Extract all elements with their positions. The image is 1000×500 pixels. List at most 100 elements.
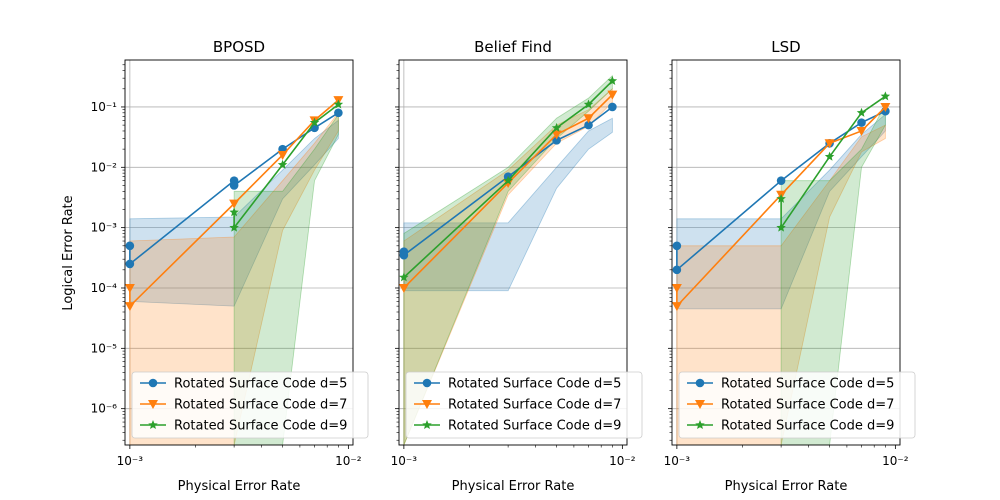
chart-title: Belief Find	[474, 38, 552, 56]
chart-panel-2: 10⁻³ 10⁻² Belief Find Physical Error Rate Ro…	[391, 38, 643, 494]
data-point	[399, 250, 409, 260]
data-point	[880, 102, 891, 112]
data-point	[776, 222, 786, 232]
data-point	[583, 114, 594, 124]
data-point	[551, 130, 562, 140]
x-tick-label: 10⁻³	[664, 454, 691, 468]
data-point	[399, 283, 409, 293]
data-point	[334, 108, 343, 118]
axes-frame	[124, 59, 354, 446]
legend-label: Rotated Surface Code d=5	[721, 377, 894, 392]
legend-label: Rotated Surface Code d=7	[448, 398, 621, 413]
data-point	[583, 99, 594, 109]
data-point	[333, 99, 344, 109]
data-point	[399, 272, 409, 282]
data-point	[607, 90, 618, 100]
confidence-band	[403, 74, 613, 445]
legend: Rotated Surface Code d=5 Rotated Surface …	[131, 371, 369, 439]
legend-label: Rotated Surface Code d=9	[174, 419, 347, 434]
legend-marker	[148, 420, 158, 430]
x-axis-label: Physical Error Rate	[178, 479, 301, 494]
axes-frame	[398, 59, 628, 446]
confidence-band	[676, 113, 886, 310]
data-point	[776, 176, 786, 185]
y-axis-label: Logical Error Rate	[61, 195, 76, 310]
legend-label: Rotated Surface Code d=7	[174, 398, 347, 413]
y-tick-label: 10⁻⁶	[91, 402, 118, 416]
legend: Rotated Surface Code d=5 Rotated Surface …	[405, 371, 643, 439]
y-tick-label: 10⁻⁵	[91, 341, 118, 355]
data-point	[229, 181, 239, 190]
data-point	[503, 175, 513, 185]
data-point	[277, 150, 288, 160]
x-tick-label: 10⁻³	[117, 454, 144, 468]
data-point	[824, 139, 835, 149]
data-point	[125, 241, 135, 251]
legend-label: Rotated Surface Code d=9	[721, 419, 894, 434]
x-axis-label: Physical Error Rate	[725, 479, 848, 494]
confidence-band	[129, 111, 339, 445]
legend-label: Rotated Surface Code d=5	[448, 377, 621, 392]
legend-marker	[422, 378, 432, 388]
data-point	[672, 241, 682, 251]
data-point	[277, 159, 288, 169]
confidence-band	[403, 117, 613, 292]
data-point	[125, 283, 135, 293]
data-point	[776, 193, 786, 203]
data-point	[856, 107, 867, 117]
x-tick-label: 10⁻²	[335, 454, 362, 468]
plot-area	[125, 96, 344, 445]
data-point	[125, 302, 135, 312]
legend-box	[131, 371, 369, 439]
data-point	[125, 259, 135, 269]
data-point	[309, 117, 320, 127]
legend-marker	[422, 420, 432, 430]
x-tick-label: 10⁻³	[391, 454, 418, 468]
panels: 10⁻³ 10⁻² 10⁻⁶ 10⁻⁵ 10⁻⁴ 10⁻³ 10⁻² 10⁻¹ BPOSD Phy…	[91, 38, 916, 494]
legend-box	[405, 371, 643, 439]
chart-title: BPOSD	[213, 38, 265, 56]
confidence-band	[233, 113, 339, 445]
legend-marker	[148, 400, 158, 409]
data-point	[584, 120, 593, 130]
data-point	[857, 118, 866, 127]
y-tick-label: 10⁻³	[91, 221, 118, 235]
data-point	[608, 102, 617, 112]
legend-box	[678, 371, 916, 439]
legend-marker	[148, 378, 158, 388]
y-tick-label: 10⁻²	[91, 160, 118, 174]
data-point	[880, 91, 891, 101]
data-point	[229, 207, 239, 217]
confidence-band	[403, 87, 613, 445]
axes-frame	[671, 59, 901, 446]
legend-label: Rotated Surface Code d=7	[721, 398, 894, 413]
legend-label: Rotated Surface Code d=9	[448, 419, 621, 434]
x-axis-label: Physical Error Rate	[452, 479, 575, 494]
y-tick-label: 10⁻⁴	[91, 281, 118, 295]
data-point	[824, 151, 835, 161]
y-tick-label: 10⁻¹	[91, 100, 118, 114]
data-point	[551, 122, 562, 132]
legend-marker	[695, 400, 705, 409]
data-point	[229, 222, 239, 232]
chart-panel-3: 10⁻³ 10⁻² LSD Physical Error Rate Rotated Su…	[664, 38, 916, 494]
data-point	[672, 283, 682, 293]
data-point	[672, 265, 682, 275]
legend-marker	[695, 420, 705, 430]
plot-area	[672, 91, 891, 445]
legend: Rotated Surface Code d=5 Rotated Surface …	[678, 371, 916, 439]
data-point	[856, 126, 867, 136]
data-point	[607, 75, 618, 85]
legend-marker	[695, 378, 705, 388]
legend-label: Rotated Surface Code d=5	[174, 377, 347, 392]
plot-area	[399, 74, 618, 445]
data-point	[672, 302, 682, 312]
data-point	[503, 178, 514, 188]
x-tick-label: 10⁻²	[609, 454, 636, 468]
data-point	[552, 136, 561, 145]
x-tick-label: 10⁻²	[882, 454, 909, 468]
chart-panel-1: 10⁻³ 10⁻² 10⁻⁶ 10⁻⁵ 10⁻⁴ 10⁻³ 10⁻² 10⁻¹ BPOSD Phy…	[91, 38, 369, 494]
chart-title: LSD	[771, 38, 800, 56]
legend-marker	[422, 400, 432, 409]
